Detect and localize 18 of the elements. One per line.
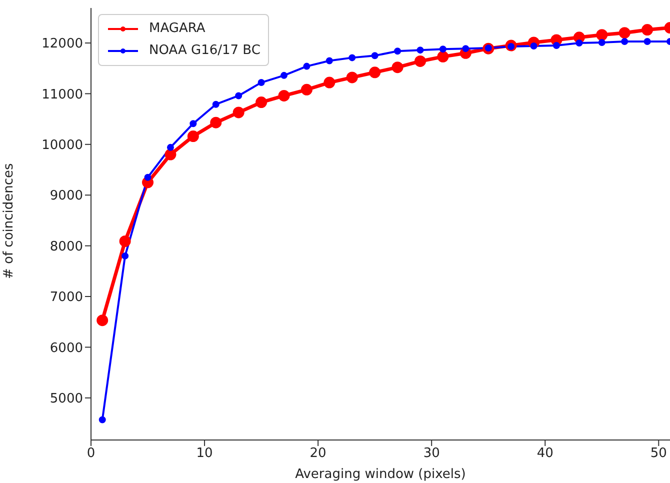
y-tick-label: 7000	[50, 290, 83, 306]
x-tick-label: 10	[196, 446, 213, 462]
y-tick-label: 9000	[50, 188, 83, 204]
y-tick-label: 10000	[42, 138, 83, 154]
y-tick-label: 6000	[50, 340, 83, 356]
y-tick-label: 5000	[50, 392, 83, 407]
legend-label: NOAA G16/17 BC	[149, 42, 260, 60]
y-tick-label: 11000	[42, 87, 83, 102]
x-tick-label: 0	[86, 446, 96, 462]
legend-label: MAGARA	[149, 20, 206, 38]
x-tick-label: 40	[536, 446, 554, 462]
y-tick-label: 12000	[42, 36, 83, 52]
x-tick-label: 20	[310, 446, 326, 462]
y-tick-label: 8000	[50, 239, 83, 254]
x-tick-label: 30	[423, 446, 440, 462]
x-tick-label: 50	[650, 446, 667, 462]
y-axis-title: # of coincidences	[2, 162, 17, 279]
x-axis-title: Averaging window (pixels)	[295, 467, 466, 482]
